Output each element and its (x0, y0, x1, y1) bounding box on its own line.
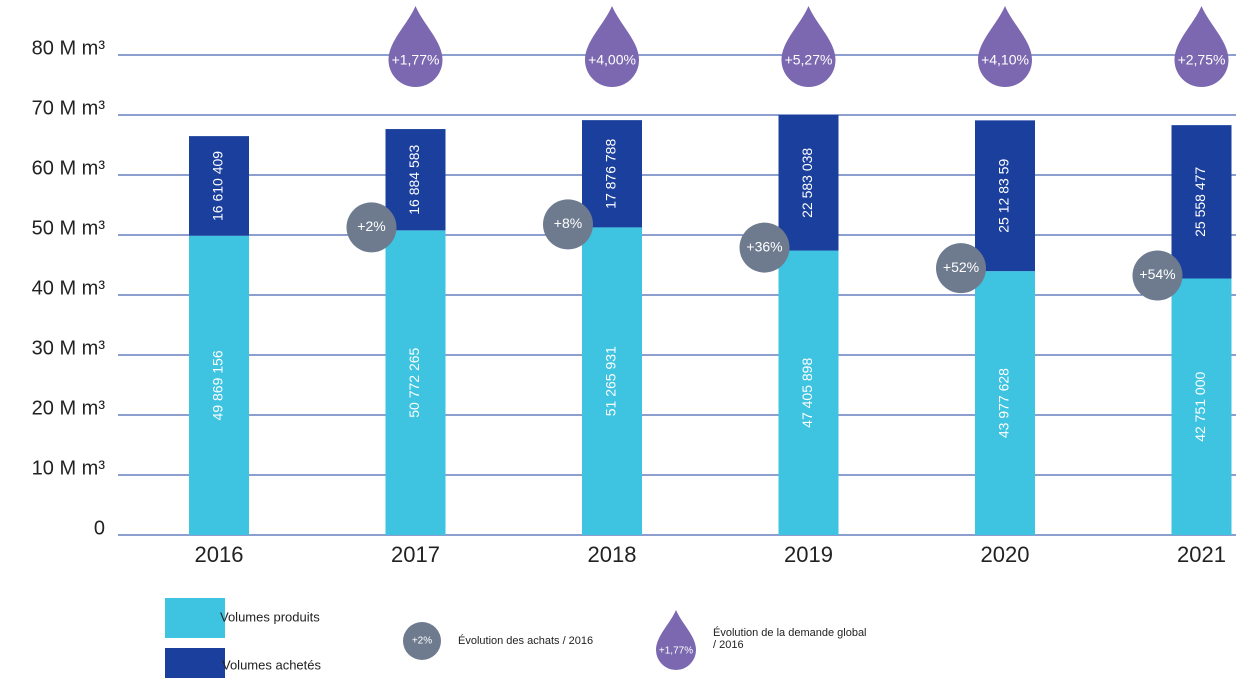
legend-label: Volumes achetés (222, 657, 322, 672)
y-tick-label: 0 (94, 517, 105, 539)
purchase-evolution-label: +36% (746, 238, 782, 254)
legend-label: / 2016 (713, 639, 744, 651)
bar-segment (385, 129, 446, 231)
y-tick-label: 30 M m³ (32, 337, 106, 359)
purchase-evolution-badge (346, 202, 397, 253)
bar-segment (778, 250, 839, 535)
legend-swatch (165, 648, 225, 678)
y-tick-label: 10 M m³ (32, 457, 106, 479)
bar-segment (975, 271, 1035, 535)
purchase-evolution-label: +54% (1139, 266, 1175, 282)
y-tick-label: 50 M m³ (32, 217, 106, 239)
bar-segment (189, 235, 249, 535)
demand-evolution-drop (388, 6, 443, 87)
x-tick-label: 2016 (195, 542, 244, 567)
demand-evolution-label: +4,00% (588, 52, 636, 68)
demand-evolution-drop (781, 6, 836, 87)
purchase-evolution-label: +52% (943, 259, 979, 275)
legend-label: Évolution des achats / 2016 (458, 634, 593, 647)
y-tick-label: 70 M m³ (32, 97, 106, 119)
y-tick-label: 60 M m³ (32, 157, 106, 179)
value-label: 25 558 477 (1192, 167, 1208, 237)
legend-badge (403, 622, 441, 660)
purchase-evolution-label: +2% (357, 218, 385, 234)
value-label: 25 12 83 59 (996, 159, 1012, 233)
demand-evolution-drop (1174, 6, 1229, 87)
demand-evolution-label: +5,27% (785, 52, 833, 68)
purchase-evolution-badge (739, 222, 790, 273)
purchase-evolution-badge (936, 243, 986, 294)
value-label: 17 876 788 (603, 139, 619, 209)
value-label: 42 751 000 (1192, 372, 1208, 442)
bar-segment (385, 230, 446, 536)
bar-segment (189, 136, 249, 236)
x-tick-label: 2017 (391, 542, 440, 567)
legend-drop (656, 610, 696, 670)
bar-segment (1171, 125, 1232, 279)
bar-segment (582, 227, 642, 535)
y-tick-label: 80 M m³ (32, 37, 106, 59)
legend-swatch (165, 598, 225, 638)
y-tick-label: 40 M m³ (32, 277, 106, 299)
purchase-evolution-badge (543, 199, 593, 250)
value-label: 50 772 265 (406, 347, 422, 417)
purchase-evolution-label: +8% (554, 215, 582, 231)
demand-evolution-drop (978, 6, 1032, 87)
value-label: 16 610 409 (210, 151, 226, 221)
value-label: 51 265 931 (603, 346, 619, 416)
bar-segment (778, 115, 839, 251)
bar-segment (582, 120, 642, 228)
legend-label: Évolution de la demande global (713, 626, 867, 639)
demand-evolution-label: +2,75% (1178, 52, 1226, 68)
demand-evolution-label: +4,10% (981, 52, 1029, 68)
legend-badge-label: +2% (412, 636, 432, 647)
bar-segment (1171, 278, 1232, 535)
x-tick-label: 2021 (1177, 542, 1226, 567)
x-tick-label: 2020 (981, 542, 1030, 567)
demand-evolution-label: +1,77% (392, 52, 440, 68)
value-label: 49 869 156 (210, 350, 226, 420)
value-label: 43 977 628 (996, 368, 1012, 438)
legend-label: Volumes produits (220, 609, 320, 624)
value-label: 16 884 583 (406, 144, 422, 214)
x-tick-label: 2018 (588, 542, 637, 567)
bar-segment (975, 120, 1035, 272)
purchase-evolution-badge (1132, 250, 1183, 301)
demand-evolution-drop (585, 6, 639, 87)
value-label: 22 583 038 (799, 148, 815, 218)
y-tick-label: 20 M m³ (32, 397, 106, 419)
x-tick-label: 2019 (784, 542, 833, 567)
legend-drop-label: +1,77% (659, 646, 693, 657)
value-label: 47 405 898 (799, 358, 815, 428)
